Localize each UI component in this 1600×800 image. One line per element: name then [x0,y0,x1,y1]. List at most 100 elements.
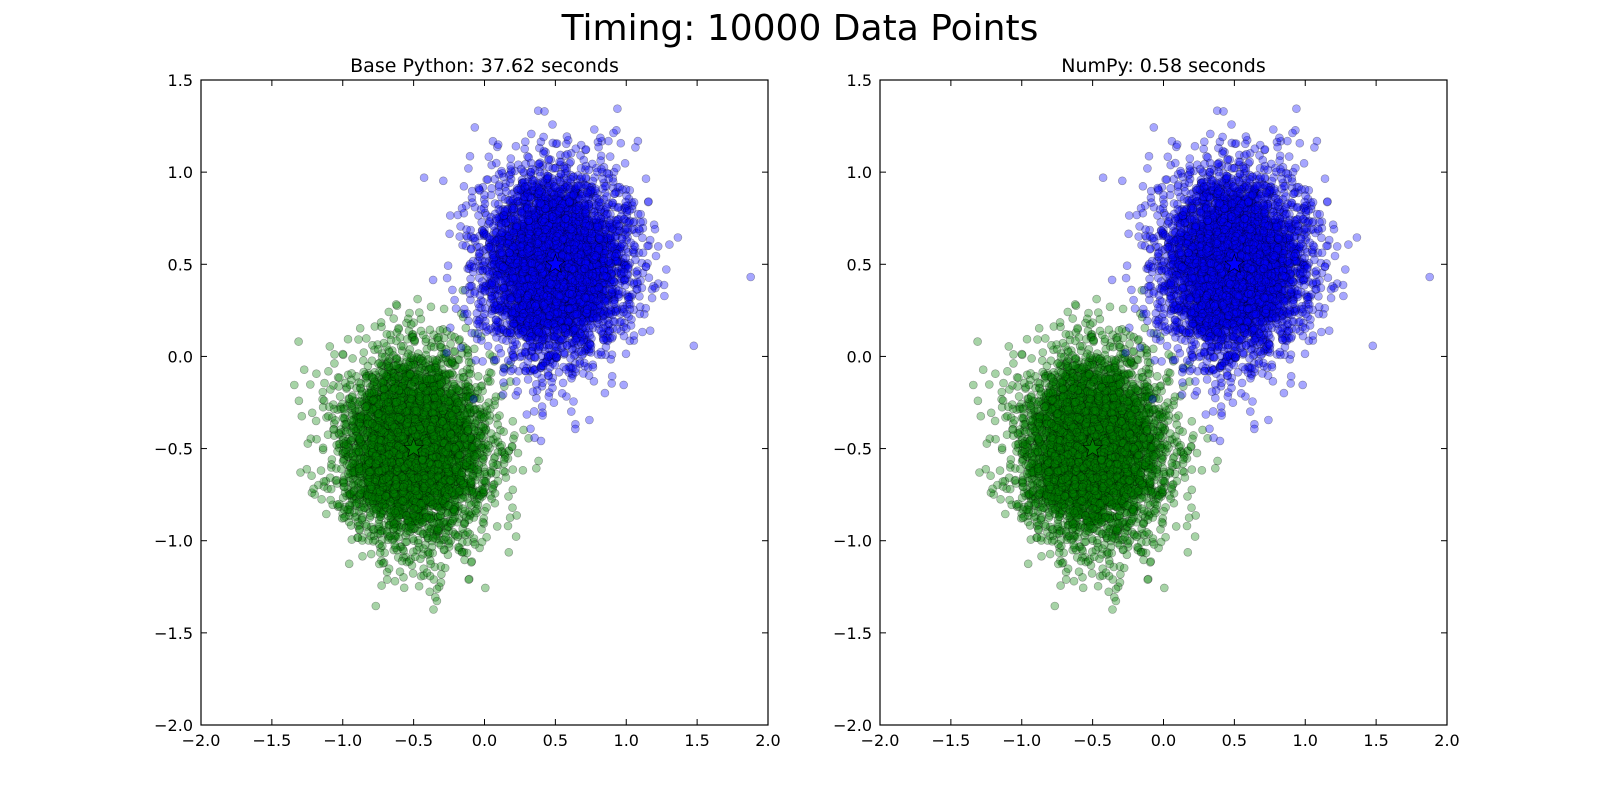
scatter-point [403,367,412,376]
scatter-point [396,432,406,442]
scatter-point [457,547,467,557]
scatter-point [360,475,369,484]
scatter-point [511,532,521,541]
scatter-point [421,334,431,344]
scatter-point [358,505,367,515]
scatter-point [430,393,440,403]
scatter-point [507,441,517,451]
scatter-point [326,385,335,394]
scatter-point [430,356,440,365]
scatter-point [449,400,459,410]
scatter-point [324,402,334,412]
scatter-point [378,418,388,428]
scatter-point [395,457,404,467]
scatter-point [479,413,489,422]
scatter-point [403,349,413,359]
scatter-point [508,503,517,513]
scatter-point [367,472,377,481]
scatter-point [332,440,342,450]
scatter-point [428,533,438,543]
scatter-point [326,463,336,472]
scatter-point [435,342,445,352]
scatter-points [289,104,756,614]
scatter-point [406,471,416,480]
scatter-point [413,526,423,536]
scatter-point [406,421,416,430]
scatter-point [445,446,455,456]
scatter-point [417,470,427,480]
scatter-point [375,548,385,558]
scatter-point [307,408,317,418]
scatter-point [388,416,398,425]
scatter-point [437,497,446,507]
scatter-point [426,424,436,434]
scatter-point [455,478,465,488]
scatter-point [429,465,439,475]
scatter-point [464,575,474,584]
scatter-point [439,493,448,502]
scatter-point [359,348,369,357]
scatter-point [399,485,409,495]
scatter-point [391,508,401,518]
scatter-point [289,380,299,390]
scatter-point [459,372,469,382]
scatter-point [309,484,318,494]
scatter-point [340,482,349,492]
scatter-point [465,510,474,520]
scatter-point [428,408,437,418]
scatter-point [294,396,304,406]
scatter-point [390,489,400,499]
scatter-point [432,452,441,462]
scatter-point [324,411,333,421]
scatter-point [410,372,419,382]
scatter-point [449,443,459,452]
scatter-point [457,445,467,455]
scatter-point [432,387,442,396]
scatter-point [393,404,403,414]
scatter-point [319,477,329,486]
scatter-point [379,369,388,378]
scatter-point [431,363,440,373]
figure-title: Timing: 10000 Data Points [0,8,1600,49]
scatter-point [382,473,391,483]
scatter-point [365,513,375,522]
scatter-point [503,521,513,531]
scatter-point [374,522,384,532]
scatter-point [470,540,480,549]
scatter-point [405,370,415,379]
scatter-point [463,527,472,537]
scatter-point [382,527,392,536]
scatter-point [318,443,328,453]
scatter-point [348,354,357,363]
scatter-point [399,482,408,492]
scatter-point [391,480,401,489]
scatter-point [397,387,406,396]
scatter-point [415,391,425,401]
scatter-point [465,477,475,486]
scatter-point [458,490,468,500]
scatter-point [458,481,468,491]
scatter-point [312,434,321,444]
scatter-point [294,337,303,346]
scatter-point [432,455,442,465]
scatter-point [339,505,349,514]
scatter-point [354,464,364,474]
scatter-point [460,555,469,565]
scatter-point [393,446,403,456]
scatter-point [430,376,440,386]
scatter-point [437,423,446,433]
scatter-point [364,481,374,491]
scatter-point [480,583,490,593]
scatter-point [357,515,367,525]
scatter-point [413,349,423,358]
scatter-point [406,519,415,528]
scatter-point [426,374,436,384]
scatter-point [400,364,409,373]
scatter-point [443,550,453,560]
scatter-point [405,357,415,367]
scatter-point [398,428,408,437]
scatter-point [463,494,472,504]
scatter-point [357,536,367,545]
scatter-point [390,576,400,586]
